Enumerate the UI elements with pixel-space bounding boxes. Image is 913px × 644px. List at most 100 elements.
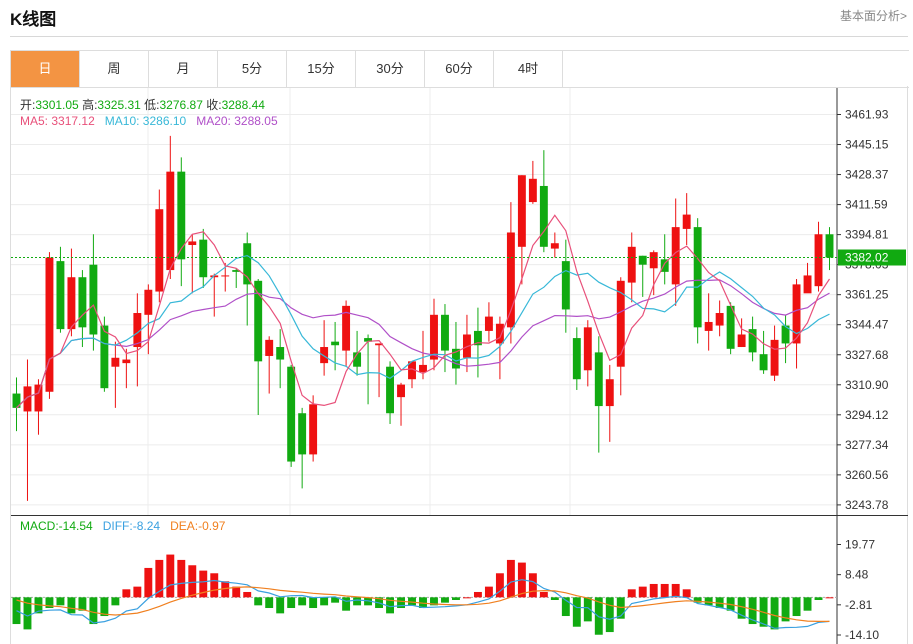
candle-up bbox=[649, 252, 658, 269]
macd-bar-up bbox=[649, 583, 658, 598]
tab-4hour[interactable]: 4时 bbox=[494, 51, 563, 87]
high-label: 高: bbox=[82, 98, 98, 112]
macd-bar-up bbox=[221, 581, 230, 598]
macd-bar-down bbox=[254, 597, 263, 606]
tab-week[interactable]: 周 bbox=[80, 51, 149, 87]
candle-down bbox=[660, 259, 669, 272]
macd-bar-up bbox=[166, 554, 175, 598]
tab-5min[interactable]: 5分 bbox=[218, 51, 287, 87]
candle-down bbox=[12, 393, 21, 408]
macd-bar-down bbox=[441, 597, 449, 603]
fundamental-analysis-link[interactable]: 基本面分析> bbox=[839, 9, 907, 23]
period-tabs: 日 周 月 5分 15分 30分 60分 4时 bbox=[10, 50, 909, 88]
macd-bar-down bbox=[605, 597, 614, 633]
candle-up bbox=[155, 209, 164, 292]
candle-down bbox=[364, 338, 373, 342]
macd-bar-down bbox=[748, 597, 757, 625]
diff-value: -8.24 bbox=[132, 519, 161, 533]
candle-down bbox=[572, 338, 581, 380]
candle-up bbox=[792, 284, 801, 344]
price-tick-label: 3344.47 bbox=[845, 318, 889, 332]
macd-bar-up bbox=[133, 586, 142, 598]
candle-down bbox=[638, 255, 647, 265]
macd-bar-up bbox=[177, 559, 186, 598]
price-tick-label: 3277.34 bbox=[845, 438, 889, 452]
candle-up bbox=[188, 241, 197, 246]
macd-bar-down bbox=[452, 597, 460, 600]
candle-up bbox=[320, 347, 329, 364]
macd-bar-down bbox=[792, 597, 801, 617]
candle-up bbox=[210, 275, 219, 278]
price-tick-label: 3394.81 bbox=[845, 228, 889, 242]
candle-up bbox=[23, 386, 32, 412]
macd-bar-up bbox=[199, 570, 208, 598]
candle-up bbox=[517, 175, 526, 247]
low-label: 低: bbox=[144, 98, 160, 112]
macd-bar-down bbox=[111, 597, 120, 606]
candle-up bbox=[397, 384, 405, 398]
macd-bar-up bbox=[539, 591, 548, 598]
open-label: 开: bbox=[20, 98, 36, 112]
macd-bar-up bbox=[473, 591, 482, 598]
dea-line bbox=[16, 586, 830, 623]
diff-label: DIFF: bbox=[102, 519, 133, 533]
macd-bar-down bbox=[781, 597, 790, 622]
macd-bar-up bbox=[232, 586, 241, 598]
ma10-label: MA10: bbox=[104, 114, 140, 128]
candle-down bbox=[331, 341, 340, 346]
macd-readout: MACD:-14.54 DIFF:-8.24 DEA:-0.97 bbox=[20, 519, 225, 533]
candle-up bbox=[528, 178, 537, 203]
price-tick-label: 3260.56 bbox=[845, 468, 889, 482]
candle-up bbox=[34, 384, 43, 412]
candle-down bbox=[287, 366, 296, 462]
macd-bar-up bbox=[660, 583, 669, 598]
ma5-line bbox=[16, 214, 830, 409]
macd-bar-down bbox=[100, 597, 109, 617]
candle-up bbox=[122, 359, 131, 364]
macd-bar-down bbox=[737, 597, 746, 619]
title-divider bbox=[10, 36, 908, 37]
macd-bar-down bbox=[89, 597, 98, 625]
candle-down bbox=[56, 261, 65, 330]
dea-value: -0.97 bbox=[198, 519, 226, 533]
candle-up bbox=[111, 357, 120, 367]
candle-down bbox=[693, 227, 702, 328]
candle-up bbox=[671, 227, 680, 285]
last-price-badge bbox=[838, 249, 906, 266]
macd-bar-up bbox=[638, 586, 647, 598]
tab-30min[interactable]: 30分 bbox=[356, 51, 425, 87]
macd-bar-down bbox=[770, 597, 779, 630]
tab-60min[interactable]: 60分 bbox=[425, 51, 494, 87]
candle-down bbox=[353, 352, 362, 367]
candle-down bbox=[825, 234, 834, 258]
close-label: 收: bbox=[206, 98, 222, 112]
chart-frame bbox=[10, 86, 908, 644]
macd-bar-down bbox=[583, 597, 592, 622]
ma5-label: MA5: bbox=[20, 114, 49, 128]
tab-15min[interactable]: 15分 bbox=[287, 51, 356, 87]
ma5-value: 3317.12 bbox=[51, 114, 95, 128]
candle-up bbox=[770, 339, 779, 376]
macd-bar-down bbox=[265, 597, 274, 609]
candle-down bbox=[561, 261, 570, 310]
ma-readout: MA5: 3317.12 MA10: 3286.10 MA20: 3288.05 bbox=[20, 114, 278, 128]
candle-down bbox=[100, 325, 109, 389]
tab-day[interactable]: 日 bbox=[11, 51, 80, 87]
candle-down bbox=[78, 277, 87, 328]
candle-down bbox=[748, 329, 757, 353]
ma20-line bbox=[16, 279, 830, 409]
macd-bar-down bbox=[287, 597, 296, 609]
tab-month[interactable]: 月 bbox=[149, 51, 218, 87]
candle-up bbox=[704, 321, 713, 331]
macd-tick-label: 19.77 bbox=[845, 538, 875, 552]
macd-bar-up bbox=[506, 559, 515, 598]
macd-bar-up bbox=[210, 573, 219, 598]
price-tick-label: 3327.68 bbox=[845, 348, 889, 362]
macd-bar-down bbox=[298, 597, 307, 606]
macd-bar-down bbox=[67, 597, 76, 614]
price-tick-label: 3411.59 bbox=[845, 198, 888, 212]
price-tick-label: 3361.25 bbox=[845, 288, 889, 302]
ohlc-readout: 开:3301.05 高:3325.31 低:3276.87 收:3288.44 bbox=[20, 96, 265, 113]
macd-bar-down bbox=[309, 597, 318, 609]
